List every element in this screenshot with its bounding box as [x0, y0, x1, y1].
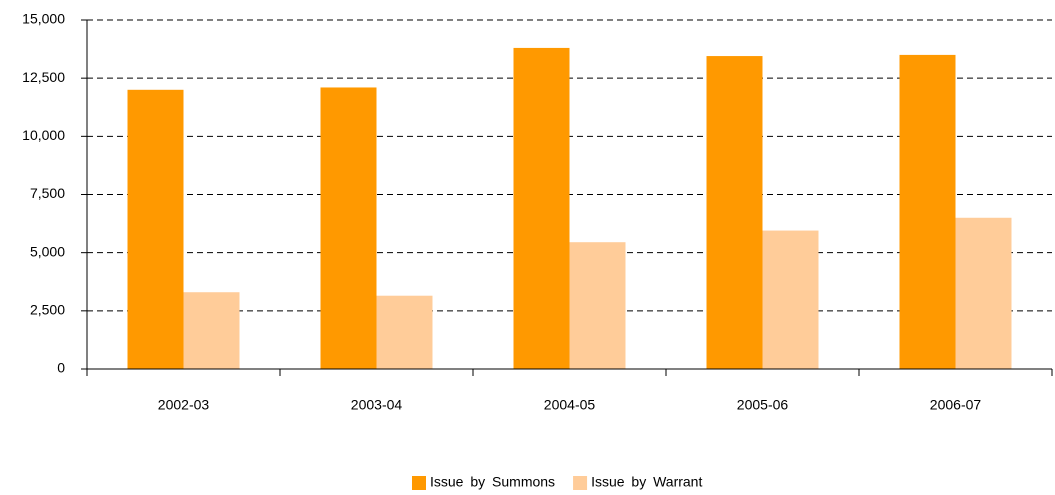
bar	[899, 54, 956, 370]
bar	[569, 242, 626, 369]
bar	[127, 89, 184, 370]
bar	[183, 292, 240, 369]
y-tick-label: 0	[57, 360, 65, 376]
x-tick-label: 2002-03	[158, 397, 210, 413]
legend-label: Issue by Warrant	[591, 474, 702, 490]
bar	[762, 230, 819, 369]
y-tick-label: 7,500	[30, 185, 65, 201]
legend-label: Issue by Summons	[430, 474, 555, 490]
x-tick-label: 2003-04	[351, 397, 403, 413]
legend-swatch	[412, 476, 426, 490]
bar	[320, 87, 377, 370]
y-tick-label: 5,000	[30, 243, 65, 259]
bar	[706, 56, 763, 370]
y-tick-label: 15,000	[22, 11, 65, 27]
bar	[513, 47, 570, 370]
y-tick-label: 2,500	[30, 302, 65, 318]
x-tick-label: 2004-05	[544, 397, 596, 413]
y-tick-label: 12,500	[22, 69, 65, 85]
legend-swatch	[573, 476, 588, 490]
x-tick-label: 2006-07	[930, 397, 982, 413]
bar	[376, 295, 433, 369]
bar	[955, 217, 1012, 369]
y-tick-label: 10,000	[22, 127, 65, 143]
x-tick-label: 2005-06	[737, 397, 789, 413]
